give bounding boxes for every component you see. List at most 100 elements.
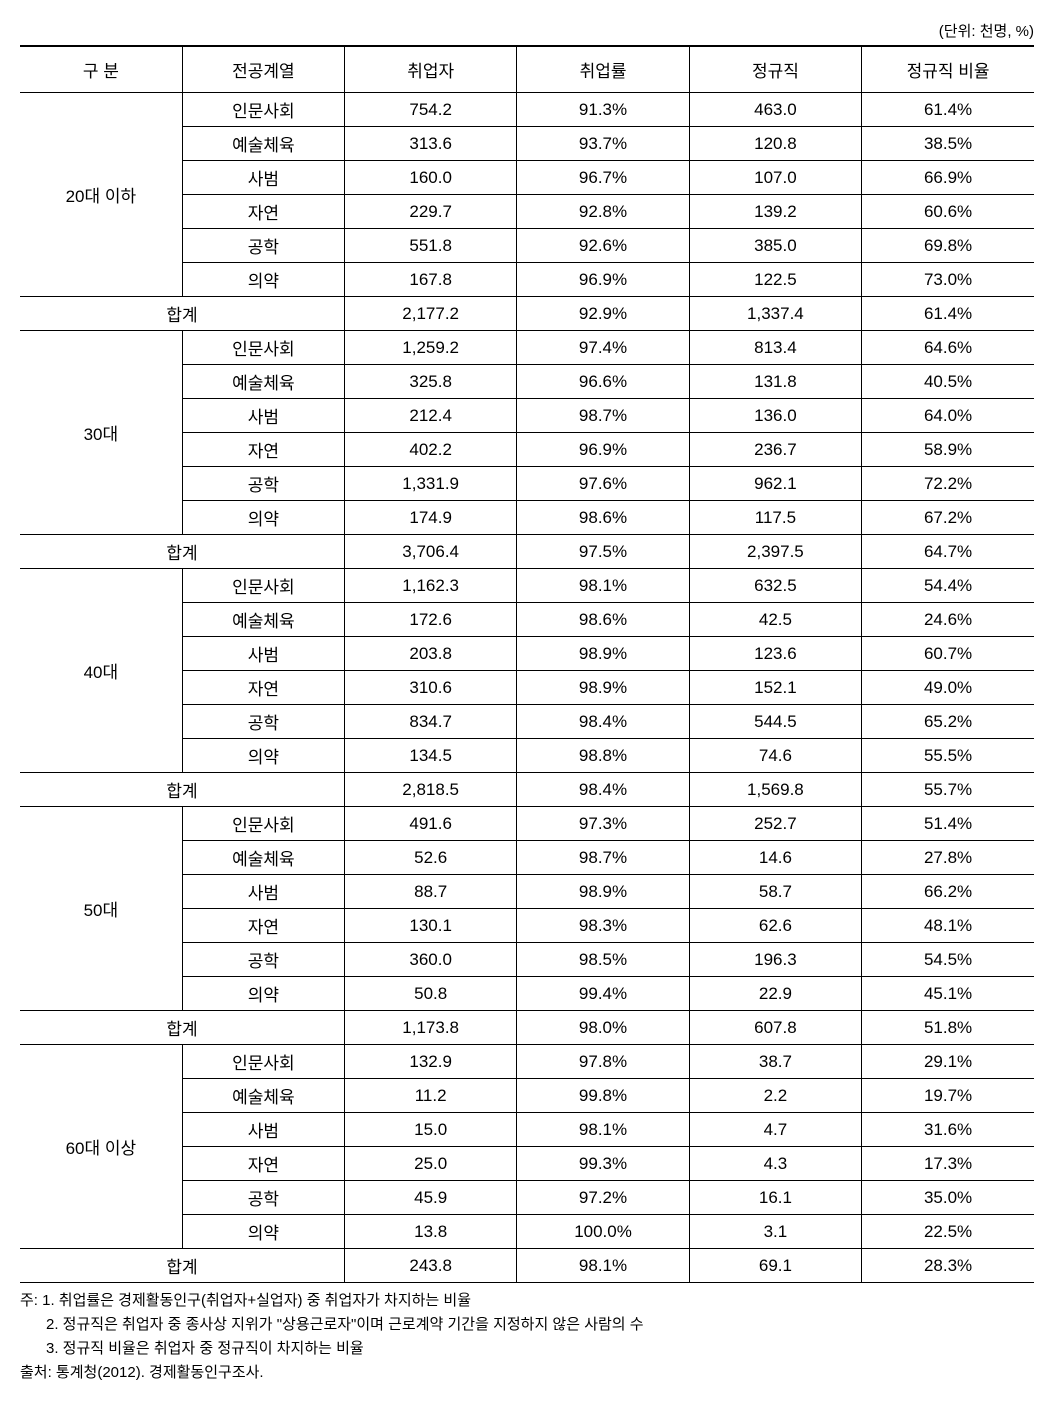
regular-rate-cell: 55.5% bbox=[862, 739, 1034, 773]
regular-cell: 236.7 bbox=[689, 433, 861, 467]
subtotal-regular_rate: 28.3% bbox=[862, 1249, 1034, 1283]
major-label: 자연 bbox=[182, 433, 344, 467]
rate-cell: 98.8% bbox=[517, 739, 689, 773]
major-label: 자연 bbox=[182, 671, 344, 705]
employed-cell: 172.6 bbox=[344, 603, 516, 637]
employed-cell: 174.9 bbox=[344, 501, 516, 535]
subtotal-employed: 1,173.8 bbox=[344, 1011, 516, 1045]
major-label: 인문사회 bbox=[182, 1045, 344, 1079]
rate-cell: 100.0% bbox=[517, 1215, 689, 1249]
subtotal-rate: 98.0% bbox=[517, 1011, 689, 1045]
regular-cell: 4.3 bbox=[689, 1147, 861, 1181]
regular-rate-cell: 38.5% bbox=[862, 127, 1034, 161]
subtotal-regular_rate: 55.7% bbox=[862, 773, 1034, 807]
employed-cell: 402.2 bbox=[344, 433, 516, 467]
employed-cell: 1,162.3 bbox=[344, 569, 516, 603]
header-regular-rate: 정규직 비율 bbox=[862, 46, 1034, 93]
subtotal-employed: 2,177.2 bbox=[344, 297, 516, 331]
regular-cell: 123.6 bbox=[689, 637, 861, 671]
subtotal-label: 합계 bbox=[20, 535, 344, 569]
employed-cell: 203.8 bbox=[344, 637, 516, 671]
rate-cell: 98.5% bbox=[517, 943, 689, 977]
rate-cell: 98.6% bbox=[517, 603, 689, 637]
subtotal-row: 합계3,706.497.5%2,397.564.7% bbox=[20, 535, 1034, 569]
regular-cell: 16.1 bbox=[689, 1181, 861, 1215]
rate-cell: 99.3% bbox=[517, 1147, 689, 1181]
rate-cell: 96.6% bbox=[517, 365, 689, 399]
major-label: 공학 bbox=[182, 1181, 344, 1215]
subtotal-label: 합계 bbox=[20, 1011, 344, 1045]
footnote-1: 주: 1. 취업률은 경제활동인구(취업자+실업자) 중 취업자가 차지하는 비… bbox=[20, 1289, 1034, 1313]
regular-cell: 962.1 bbox=[689, 467, 861, 501]
rate-cell: 92.8% bbox=[517, 195, 689, 229]
regular-rate-cell: 64.0% bbox=[862, 399, 1034, 433]
subtotal-row: 합계1,173.898.0%607.851.8% bbox=[20, 1011, 1034, 1045]
subtotal-rate: 97.5% bbox=[517, 535, 689, 569]
rate-cell: 97.2% bbox=[517, 1181, 689, 1215]
regular-cell: 196.3 bbox=[689, 943, 861, 977]
rate-cell: 99.4% bbox=[517, 977, 689, 1011]
regular-cell: 107.0 bbox=[689, 161, 861, 195]
subtotal-row: 합계2,818.598.4%1,569.855.7% bbox=[20, 773, 1034, 807]
regular-cell: 131.8 bbox=[689, 365, 861, 399]
employed-cell: 88.7 bbox=[344, 875, 516, 909]
header-regular: 정규직 bbox=[689, 46, 861, 93]
regular-rate-cell: 22.5% bbox=[862, 1215, 1034, 1249]
rate-cell: 98.1% bbox=[517, 1113, 689, 1147]
regular-rate-cell: 69.8% bbox=[862, 229, 1034, 263]
subtotal-row: 합계243.898.1%69.128.3% bbox=[20, 1249, 1034, 1283]
age-group-label: 20대 이하 bbox=[20, 93, 182, 297]
rate-cell: 97.4% bbox=[517, 331, 689, 365]
employed-cell: 160.0 bbox=[344, 161, 516, 195]
rate-cell: 98.9% bbox=[517, 875, 689, 909]
regular-rate-cell: 72.2% bbox=[862, 467, 1034, 501]
major-label: 공학 bbox=[182, 943, 344, 977]
rate-cell: 97.3% bbox=[517, 807, 689, 841]
employed-cell: 130.1 bbox=[344, 909, 516, 943]
header-employed: 취업자 bbox=[344, 46, 516, 93]
major-label: 인문사회 bbox=[182, 331, 344, 365]
regular-cell: 252.7 bbox=[689, 807, 861, 841]
table-row: 60대 이상인문사회132.997.8%38.729.1% bbox=[20, 1045, 1034, 1079]
employed-cell: 551.8 bbox=[344, 229, 516, 263]
major-label: 의약 bbox=[182, 501, 344, 535]
rate-cell: 96.9% bbox=[517, 263, 689, 297]
employed-cell: 132.9 bbox=[344, 1045, 516, 1079]
regular-rate-cell: 64.6% bbox=[862, 331, 1034, 365]
subtotal-regular: 1,337.4 bbox=[689, 297, 861, 331]
major-label: 사범 bbox=[182, 875, 344, 909]
regular-rate-cell: 45.1% bbox=[862, 977, 1034, 1011]
footnote-2: 2. 정규직은 취업자 중 종사상 지위가 "상용근로자"이며 근로계약 기간을… bbox=[20, 1313, 1034, 1337]
major-label: 자연 bbox=[182, 909, 344, 943]
rate-cell: 98.3% bbox=[517, 909, 689, 943]
age-group-label: 60대 이상 bbox=[20, 1045, 182, 1249]
regular-rate-cell: 49.0% bbox=[862, 671, 1034, 705]
major-label: 인문사회 bbox=[182, 807, 344, 841]
regular-cell: 38.7 bbox=[689, 1045, 861, 1079]
major-label: 예술체육 bbox=[182, 127, 344, 161]
employed-cell: 834.7 bbox=[344, 705, 516, 739]
employed-cell: 134.5 bbox=[344, 739, 516, 773]
major-label: 예술체육 bbox=[182, 365, 344, 399]
major-label: 사범 bbox=[182, 161, 344, 195]
regular-cell: 152.1 bbox=[689, 671, 861, 705]
employed-cell: 52.6 bbox=[344, 841, 516, 875]
subtotal-regular_rate: 61.4% bbox=[862, 297, 1034, 331]
major-label: 공학 bbox=[182, 229, 344, 263]
subtotal-employed: 2,818.5 bbox=[344, 773, 516, 807]
age-group-label: 40대 bbox=[20, 569, 182, 773]
major-label: 예술체육 bbox=[182, 1079, 344, 1113]
regular-rate-cell: 60.7% bbox=[862, 637, 1034, 671]
subtotal-regular: 607.8 bbox=[689, 1011, 861, 1045]
subtotal-row: 합계2,177.292.9%1,337.461.4% bbox=[20, 297, 1034, 331]
major-label: 인문사회 bbox=[182, 569, 344, 603]
rate-cell: 96.7% bbox=[517, 161, 689, 195]
rate-cell: 98.9% bbox=[517, 671, 689, 705]
regular-rate-cell: 61.4% bbox=[862, 93, 1034, 127]
header-rate: 취업률 bbox=[517, 46, 689, 93]
employed-cell: 11.2 bbox=[344, 1079, 516, 1113]
unit-label: (단위: 천명, %) bbox=[20, 20, 1034, 41]
employed-cell: 13.8 bbox=[344, 1215, 516, 1249]
major-label: 의약 bbox=[182, 739, 344, 773]
regular-cell: 3.1 bbox=[689, 1215, 861, 1249]
